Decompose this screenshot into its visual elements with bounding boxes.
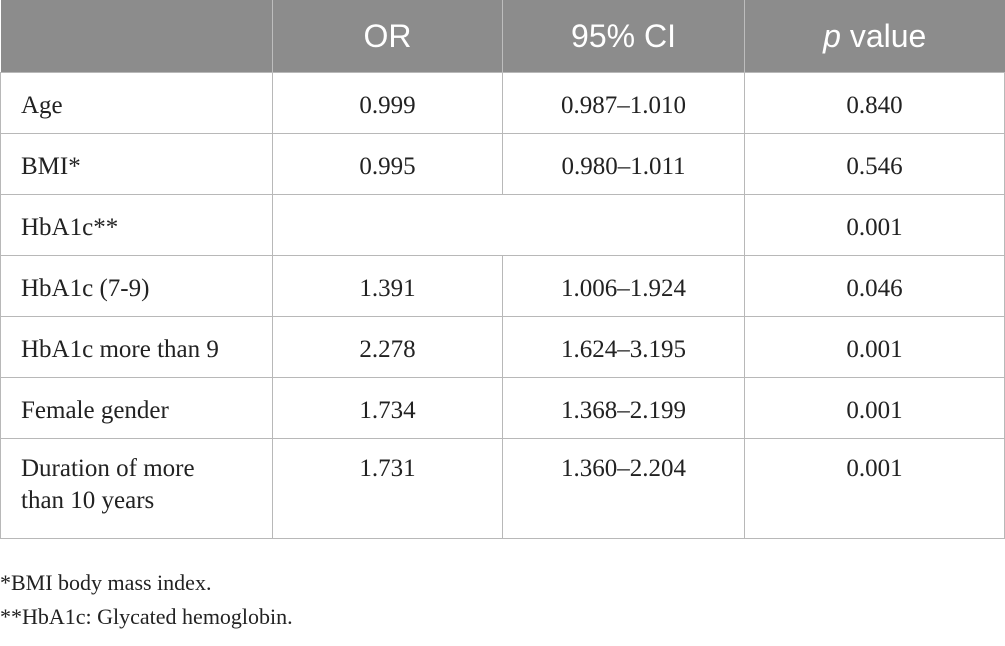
row-ci: 1.360–2.204 [502, 438, 745, 539]
row-or: 1.734 [272, 377, 503, 439]
table-row: HbA1c** 0.001 [0, 194, 1005, 256]
row-p: 0.840 [744, 72, 1005, 134]
row-p: 0.001 [744, 316, 1005, 378]
row-p: 0.001 [744, 377, 1005, 439]
row-label: Female gender [0, 377, 273, 439]
header-p-value: p value [744, 0, 1005, 73]
row-label-line1: Duration of more [21, 455, 195, 482]
footnote-hba1c: **HbA1c: Glycated hemoglobin. [0, 604, 293, 629]
row-ci: 1.368–2.199 [502, 377, 745, 439]
header-variable [0, 0, 273, 73]
row-or: 1.731 [272, 438, 503, 539]
results-table-container: OR 95% CI p value Age 0.999 0.987–1.010 … [0, 0, 1005, 539]
table-header: OR 95% CI p value [0, 0, 1005, 73]
header-ci: 95% CI [502, 0, 745, 73]
row-ci: 0.987–1.010 [502, 72, 745, 134]
row-label-line2: than 10 years [21, 487, 155, 514]
row-ci: 1.006–1.924 [502, 255, 745, 317]
header-row: OR 95% CI p value [0, 0, 1005, 73]
odds-ratio-table: OR 95% CI p value Age 0.999 0.987–1.010 … [0, 0, 1005, 539]
row-label: HbA1c (7-9) [0, 255, 273, 317]
footnote-bmi: *BMI body mass index. [0, 570, 212, 595]
row-or: 0.995 [272, 133, 503, 195]
row-p: 0.001 [744, 438, 1005, 539]
row-p: 0.001 [744, 194, 1005, 256]
table-row: BMI* 0.995 0.980–1.011 0.546 [0, 133, 1005, 195]
table-footnotes: *BMI body mass index. **HbA1c: Glycated … [0, 566, 293, 634]
table-row: HbA1c more than 9 2.278 1.624–3.195 0.00… [0, 316, 1005, 378]
row-label: HbA1c** [0, 194, 273, 256]
row-label: BMI* [0, 133, 273, 195]
header-p-italic: p [823, 17, 841, 54]
row-or: 0.999 [272, 72, 503, 134]
table-row: Duration of more than 10 years 1.731 1.36… [0, 438, 1005, 539]
row-p: 0.546 [744, 133, 1005, 195]
row-label: Duration of more than 10 years [0, 438, 273, 539]
row-label: HbA1c more than 9 [0, 316, 273, 378]
row-p: 0.046 [744, 255, 1005, 317]
row-merged-empty [272, 194, 745, 256]
row-or: 2.278 [272, 316, 503, 378]
row-ci: 0.980–1.011 [502, 133, 745, 195]
header-p-rest: value [840, 17, 927, 54]
row-ci: 1.624–3.195 [502, 316, 745, 378]
row-label: Age [0, 72, 273, 134]
header-or: OR [272, 0, 503, 73]
table-row: HbA1c (7-9) 1.391 1.006–1.924 0.046 [0, 255, 1005, 317]
table-body: Age 0.999 0.987–1.010 0.840 BMI* 0.995 0… [0, 72, 1005, 539]
table-row: Age 0.999 0.987–1.010 0.840 [0, 72, 1005, 134]
table-row: Female gender 1.734 1.368–2.199 0.001 [0, 377, 1005, 439]
row-or: 1.391 [272, 255, 503, 317]
